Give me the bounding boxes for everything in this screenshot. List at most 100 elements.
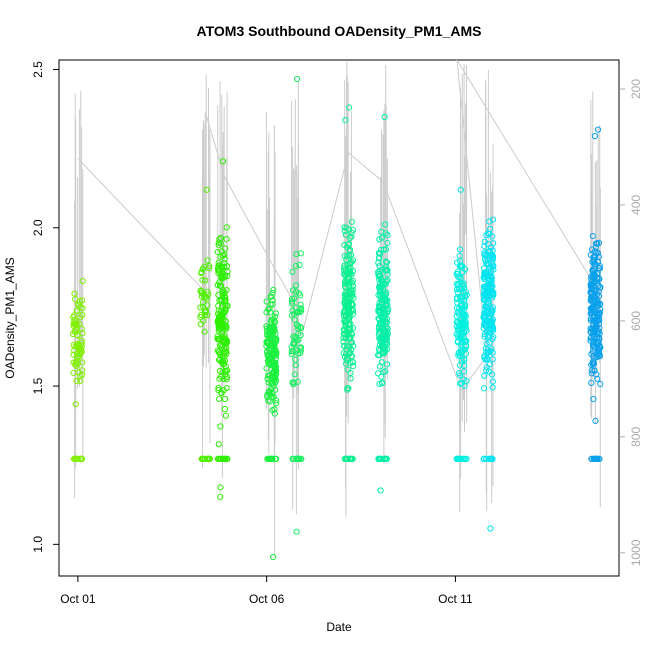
data-point [223, 373, 231, 380]
data-point [77, 373, 84, 380]
data-point [489, 216, 497, 223]
data-point [379, 282, 386, 290]
data-point [592, 326, 599, 333]
data-point [589, 273, 596, 280]
data-point-floor [295, 455, 302, 462]
data-point [383, 259, 391, 266]
data-point [457, 295, 464, 302]
data-point [269, 407, 276, 414]
data-point [272, 346, 279, 353]
data-point [270, 339, 277, 346]
data-point [341, 252, 348, 259]
data-point [481, 315, 488, 322]
points-layer [70, 75, 604, 561]
data-point [294, 321, 301, 329]
data-point [295, 290, 303, 297]
data-point [460, 280, 467, 288]
data-point [223, 350, 230, 357]
data-point [380, 342, 387, 350]
data-point [483, 272, 490, 279]
data-point [265, 372, 272, 379]
data-point [460, 321, 467, 328]
data-point [270, 286, 277, 293]
data-point [344, 343, 351, 350]
data-point [455, 326, 462, 333]
data-point [594, 329, 601, 336]
data-point [378, 282, 385, 289]
data-point [269, 290, 276, 297]
data-point [219, 353, 226, 360]
data-point-outlier [217, 493, 224, 500]
data-point [288, 351, 295, 358]
data-point [485, 296, 492, 303]
y2-tick-label: 1000 [629, 539, 643, 566]
data-point [77, 314, 84, 321]
data-point [455, 352, 462, 359]
data-point [216, 375, 223, 382]
data-point [340, 338, 347, 345]
data-point [376, 254, 383, 261]
data-point [591, 248, 598, 255]
data-point [482, 258, 489, 265]
data-point [594, 240, 601, 247]
data-point [78, 339, 86, 346]
data-point [272, 352, 279, 359]
x-tick-label: Oct 11 [438, 592, 473, 606]
data-point [596, 342, 603, 349]
data-point [222, 412, 229, 419]
data-point [263, 309, 270, 316]
data-point [217, 323, 224, 330]
data-point [291, 316, 298, 323]
data-point [462, 350, 469, 357]
data-point-outlier [487, 525, 494, 532]
data-point [384, 271, 391, 278]
data-point [266, 305, 273, 312]
data-point [489, 335, 496, 342]
data-point [215, 263, 222, 270]
data-point [487, 284, 494, 291]
data-point [345, 299, 352, 306]
data-point [597, 306, 604, 313]
data-point-floor [75, 455, 82, 462]
data-point [376, 352, 383, 359]
data-point [481, 238, 488, 245]
data-point [489, 384, 496, 391]
data-point [597, 380, 604, 388]
data-point [463, 344, 470, 351]
data-point [378, 246, 385, 253]
data-point [272, 330, 279, 337]
secondary-series-line [77, 59, 596, 392]
data-point [344, 274, 351, 281]
data-point [380, 293, 388, 300]
data-point [271, 336, 278, 343]
data-point [214, 333, 221, 340]
data-point-floor [201, 455, 208, 462]
data-point [215, 384, 222, 391]
data-point-floor [378, 455, 385, 462]
x-axis: Oct 01 Oct 06 Oct 11 [60, 576, 473, 606]
y-axis-label: OADensity_PM1_AMS [3, 257, 17, 378]
data-point-floor [375, 455, 382, 462]
data-point [486, 368, 493, 375]
data-point [273, 367, 280, 374]
data-point [290, 381, 297, 388]
data-point [457, 380, 464, 387]
data-point [482, 345, 489, 352]
data-point [221, 255, 228, 262]
cluster [340, 104, 357, 462]
cluster [263, 286, 280, 561]
data-point [458, 357, 465, 364]
data-point [346, 350, 353, 357]
x-tick-label: Oct 06 [249, 592, 285, 606]
y2-tick-label: 400 [629, 195, 643, 215]
data-point [341, 227, 348, 234]
data-point [481, 352, 488, 359]
data-point-floor [222, 455, 229, 462]
data-point [481, 317, 488, 324]
data-point [587, 310, 594, 317]
data-point [376, 316, 383, 323]
data-point-outlier [217, 484, 224, 491]
data-point [345, 282, 352, 289]
data-point-floor [341, 455, 348, 462]
